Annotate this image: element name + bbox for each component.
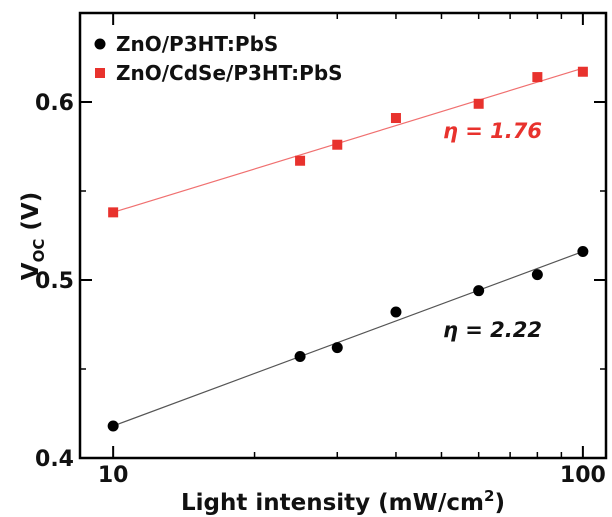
y-axis-title: VOC (V) <box>18 192 48 280</box>
legend-label: ZnO/CdSe/P3HT:PbS <box>116 61 343 85</box>
data-point <box>577 246 589 258</box>
plot-frame <box>78 11 608 460</box>
data-points <box>107 66 589 432</box>
legend: ZnO/P3HT:PbS ZnO/CdSe/P3HT:PbS <box>94 32 343 85</box>
data-point <box>295 155 306 166</box>
slope-annotation: η = 2.22 <box>443 318 542 342</box>
y-tick-label: 0.4 <box>35 447 74 472</box>
fit-line <box>112 67 584 213</box>
data-point <box>390 306 402 318</box>
data-point <box>531 269 543 281</box>
x-axis-title-end: ) <box>494 490 505 516</box>
data-point <box>532 72 543 83</box>
annotations: η = 2.22 η = 1.76 <box>443 119 542 342</box>
y-axis-title-main: V <box>18 262 44 280</box>
legend-marker <box>95 68 105 78</box>
legend-label: ZnO/P3HT:PbS <box>116 32 278 56</box>
legend-marker <box>94 38 106 50</box>
data-point <box>473 98 484 109</box>
x-tick-label: 10 <box>98 463 129 488</box>
data-point <box>107 420 119 432</box>
data-point <box>473 285 485 297</box>
axis-ticks: 10 100 0.4 0.5 0.6 <box>35 13 606 488</box>
slope-annotation: η = 1.76 <box>443 119 542 143</box>
x-tick-label: 100 <box>560 463 606 488</box>
data-point <box>294 351 306 363</box>
y-tick-label: 0.6 <box>35 91 74 116</box>
fit-line <box>112 250 584 427</box>
data-point <box>577 66 588 77</box>
x-axis-title-sup: 2 <box>484 487 494 505</box>
data-point <box>332 139 343 150</box>
y-axis-title-sub: OC <box>30 239 48 263</box>
y-axis-title-end: (V) <box>18 192 44 239</box>
data-point <box>331 342 343 354</box>
data-point <box>108 207 119 218</box>
y-tick-label: 0.5 <box>35 269 74 294</box>
x-axis-title-main: Light intensity (mW/cm <box>181 490 484 516</box>
fit-lines <box>112 67 584 427</box>
x-axis-title: Light intensity (mW/cm2) <box>181 487 505 516</box>
data-point <box>390 113 401 124</box>
